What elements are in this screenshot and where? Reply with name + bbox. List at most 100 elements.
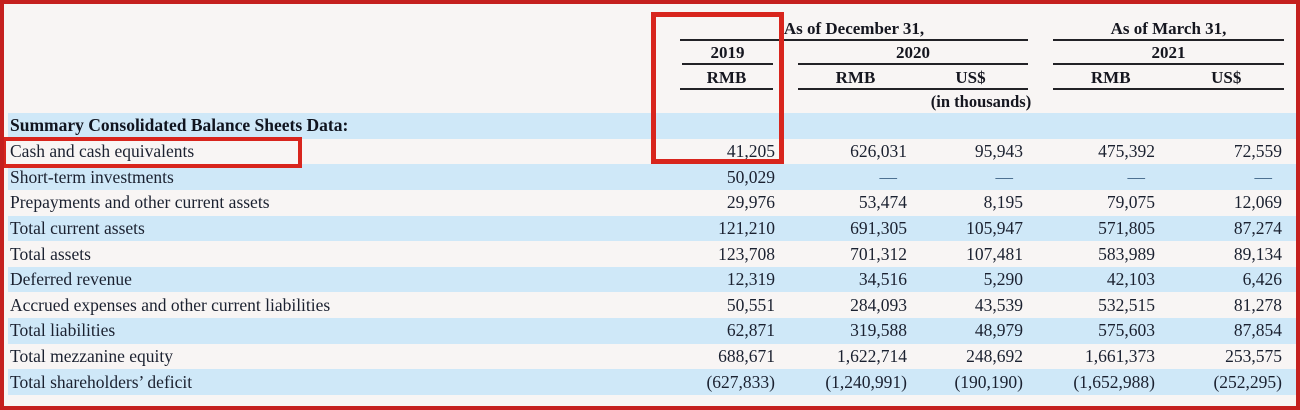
- cell-value: 50,551: [726, 294, 775, 315]
- cell-value: —: [879, 166, 898, 187]
- cell-value: 95,943: [974, 140, 1023, 161]
- cell-value: 12,069: [1233, 192, 1282, 213]
- balance-sheet-table: As of December 31, As of March 31, 2019 …: [8, 4, 1296, 396]
- cell-value: 105,947: [966, 217, 1023, 238]
- cell-value: 42,103: [1106, 269, 1155, 290]
- cell-value: 626,031: [850, 140, 907, 161]
- cell-value: (190,190): [954, 371, 1023, 392]
- header-units-row: (in thousands): [8, 90, 1296, 113]
- cell-value: 34,516: [858, 269, 907, 290]
- table-row-total-assets: Total assets 123,708 701,312 107,481 583…: [8, 241, 1296, 267]
- row-label: Accrued expenses and other current liabi…: [10, 294, 331, 315]
- cell-value: 12,319: [726, 269, 775, 290]
- currency-2021-header: RMB US$: [1031, 65, 1296, 90]
- cell-value: 6,426: [1242, 269, 1282, 290]
- cell-value: 81,278: [1233, 294, 1282, 315]
- header-group-row: As of December 31, As of March 31,: [8, 4, 1296, 41]
- year-2019-header: 2019: [640, 41, 783, 65]
- year-2020-label: 2020: [798, 43, 1028, 65]
- cell-value: 532,515: [1098, 294, 1155, 315]
- table-row-total-liabilities: Total liabilities 62,871 319,588 48,979 …: [8, 318, 1296, 344]
- currency-usd-2021: US$: [1211, 67, 1242, 87]
- units-note: (in thousands): [930, 91, 1032, 111]
- row-label: Total assets: [10, 243, 91, 264]
- cell-value: 48,979: [974, 320, 1023, 341]
- cell-value: 123,708: [718, 243, 775, 264]
- cell-value: 79,075: [1106, 192, 1155, 213]
- cell-value: —: [1127, 166, 1146, 187]
- table-header: As of December 31, As of March 31, 2019 …: [8, 4, 1296, 113]
- year-2019-label: 2019: [682, 43, 773, 65]
- cell-value: 319,588: [850, 320, 907, 341]
- row-label: Short-term investments: [10, 166, 174, 187]
- year-2020-header: 2020: [783, 41, 1031, 65]
- cell-value: 701,312: [850, 243, 907, 264]
- cell-value: 50,029: [726, 166, 775, 187]
- cell-value: 121,210: [718, 217, 775, 238]
- table-row-total-current-assets: Total current assets 121,210 691,305 105…: [8, 215, 1296, 242]
- row-label: Total current assets: [10, 217, 145, 238]
- cell-value: 575,603: [1098, 320, 1155, 341]
- header-spacer: [8, 65, 640, 90]
- cell-value: 583,989: [1098, 243, 1155, 264]
- cell-value: 248,692: [966, 346, 1023, 367]
- header-year-row: 2019 2020 2021: [8, 41, 1296, 65]
- row-label: Deferred revenue: [10, 269, 132, 290]
- cell-value: 62,871: [726, 320, 775, 341]
- column-group-march: As of March 31,: [1031, 4, 1296, 41]
- table-row-total-shareholders-deficit: Total shareholders’ deficit (627,833) (1…: [8, 369, 1296, 396]
- cell-value: 87,854: [1233, 320, 1282, 341]
- column-group-march-label: As of March 31,: [1053, 19, 1284, 41]
- cell-value: 253,575: [1225, 346, 1282, 367]
- currency-rmb-2020: RMB: [835, 67, 876, 87]
- header-spacer: [8, 4, 640, 41]
- cell-value: 29,976: [726, 192, 775, 213]
- cell-value: (1,240,991): [825, 371, 907, 392]
- table-row-short-term-investments: Short-term investments 50,029 — — — —: [8, 164, 1296, 190]
- cell-value: 571,805: [1098, 217, 1155, 238]
- cell-value: —: [1254, 166, 1273, 187]
- cell-value: 8,195: [983, 192, 1023, 213]
- cell-value: 475,392: [1098, 140, 1155, 161]
- cell-value: 5,290: [983, 269, 1023, 290]
- year-2021-label: 2021: [1053, 43, 1284, 65]
- currency-2020-header: RMB US$: [783, 65, 1031, 90]
- cell-value: 107,481: [966, 243, 1023, 264]
- row-label: Total shareholders’ deficit: [10, 371, 193, 392]
- table-row-cash: Cash and cash equivalents 41,205 626,031…: [8, 139, 1296, 165]
- cell-value: 43,539: [974, 294, 1023, 315]
- table-row-accrued-expenses: Accrued expenses and other current liabi…: [8, 292, 1296, 318]
- row-label: Total mezzanine equity: [10, 346, 174, 367]
- currency-usd-2020: US$: [955, 67, 986, 87]
- cell-value: 284,093: [850, 294, 907, 315]
- cell-value: —: [995, 166, 1014, 187]
- column-group-december: As of December 31,: [640, 4, 1031, 41]
- header-spacer: [8, 41, 640, 65]
- cell-value: 41,205: [726, 140, 775, 161]
- table-row-total-mezzanine-equity: Total mezzanine equity 688,671 1,622,714…: [8, 344, 1296, 370]
- column-group-december-label: As of December 31,: [680, 19, 1028, 41]
- cell-value: (1,652,988): [1073, 371, 1155, 392]
- row-label: Cash and cash equivalents: [10, 140, 195, 161]
- cell-value: 1,622,714: [837, 346, 907, 367]
- cell-value: (252,295): [1213, 371, 1282, 392]
- section-header-row: Summary Consolidated Balance Sheets Data…: [8, 113, 1296, 139]
- table-body: Summary Consolidated Balance Sheets Data…: [8, 113, 1296, 396]
- header-spacer: [8, 90, 640, 113]
- cell-value: 72,559: [1233, 140, 1282, 161]
- year-2021-header: 2021: [1031, 41, 1296, 65]
- cell-value: 87,274: [1233, 217, 1282, 238]
- header-currency-row: RMB RMB US$ RMB US$: [8, 65, 1296, 90]
- row-label: Prepayments and other current assets: [10, 192, 270, 213]
- cell-value: 89,134: [1233, 243, 1282, 264]
- currency-2019-header: RMB: [640, 65, 783, 90]
- cell-value: 1,661,373: [1085, 346, 1155, 367]
- section-title: Summary Consolidated Balance Sheets Data…: [10, 115, 349, 136]
- cell-value: 53,474: [858, 192, 907, 213]
- table-row-prepayments: Prepayments and other current assets 29,…: [8, 190, 1296, 216]
- cell-value: 688,671: [718, 346, 775, 367]
- table-row-deferred-revenue: Deferred revenue 12,319 34,516 5,290 42,…: [8, 266, 1296, 293]
- cell-value: (627,833): [706, 371, 775, 392]
- cell-value: 691,305: [850, 217, 907, 238]
